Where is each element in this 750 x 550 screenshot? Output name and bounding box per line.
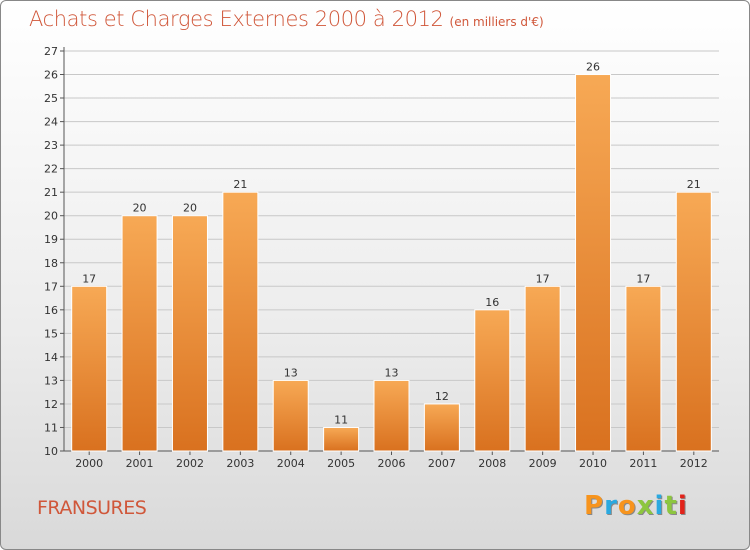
y-tick-label: 27 bbox=[44, 45, 58, 58]
commune-name: FRANSURES bbox=[37, 497, 147, 519]
bar-2001 bbox=[121, 215, 158, 452]
bar-value-label: 21 bbox=[233, 178, 247, 191]
bar-value-label: 17 bbox=[536, 272, 550, 285]
x-tick-label: 2008 bbox=[478, 457, 506, 470]
y-tick-label: 26 bbox=[44, 69, 58, 82]
bar-2006 bbox=[373, 379, 410, 452]
y-tick-label: 22 bbox=[44, 163, 58, 176]
y-tick-label: 20 bbox=[44, 210, 58, 223]
bar-value-label: 17 bbox=[82, 272, 96, 285]
bar-2000 bbox=[71, 285, 108, 452]
logo-letter: x bbox=[636, 491, 655, 521]
x-tick-label: 2003 bbox=[226, 457, 254, 470]
x-tick-label: 2011 bbox=[629, 457, 657, 470]
y-tick-label: 21 bbox=[44, 186, 58, 199]
bar-2010 bbox=[575, 74, 612, 452]
bar-value-label: 17 bbox=[636, 272, 650, 285]
logo-letter: o bbox=[617, 491, 637, 521]
bar-2009 bbox=[524, 285, 561, 452]
chart-title: Achats et Charges Externes 2000 à 2012 (e… bbox=[29, 7, 544, 31]
y-tick-label: 17 bbox=[44, 280, 58, 293]
y-tick-label: 13 bbox=[44, 374, 58, 387]
x-tick-label: 2012 bbox=[680, 457, 708, 470]
y-tick-label: 10 bbox=[44, 445, 58, 458]
x-tick-label: 2010 bbox=[579, 457, 607, 470]
logo-letter: i bbox=[654, 491, 665, 521]
chart-unit: (en milliers d'€) bbox=[449, 15, 544, 29]
bar-2008 bbox=[474, 309, 511, 452]
y-tick-label: 24 bbox=[44, 116, 58, 129]
x-tick-label: 2002 bbox=[176, 457, 204, 470]
y-tick-label: 12 bbox=[44, 398, 58, 411]
bar-value-label: 13 bbox=[385, 366, 399, 379]
chart-title-text: Achats et Charges Externes 2000 à 2012 bbox=[29, 7, 444, 31]
x-tick-label: 2007 bbox=[428, 457, 456, 470]
bar-2002 bbox=[171, 215, 208, 452]
y-tick-label: 18 bbox=[44, 257, 58, 270]
bar-value-label: 16 bbox=[485, 296, 499, 309]
logo-letter: i bbox=[677, 491, 688, 521]
bar-value-label: 26 bbox=[586, 61, 600, 74]
proxiti-logo: Proxiti bbox=[584, 491, 688, 521]
y-tick-label: 16 bbox=[44, 304, 58, 317]
x-tick-label: 2005 bbox=[327, 457, 355, 470]
logo-letter: t bbox=[664, 491, 678, 521]
bar-value-label: 20 bbox=[183, 202, 197, 215]
bar-value-label: 12 bbox=[435, 390, 449, 403]
x-tick-label: 2006 bbox=[378, 457, 406, 470]
bar-value-label: 20 bbox=[133, 202, 147, 215]
logo-letter: r bbox=[604, 491, 618, 521]
bar-2003 bbox=[222, 191, 259, 452]
x-tick-label: 2001 bbox=[126, 457, 154, 470]
bar-2005 bbox=[323, 426, 360, 452]
logo-letter: P bbox=[584, 491, 605, 521]
bar-2012 bbox=[675, 191, 712, 452]
bar-2011 bbox=[625, 285, 662, 452]
y-tick-label: 14 bbox=[44, 351, 58, 364]
x-tick-label: 2009 bbox=[529, 457, 557, 470]
y-tick-label: 25 bbox=[44, 92, 58, 105]
bar-value-label: 13 bbox=[284, 366, 298, 379]
y-tick-label: 23 bbox=[44, 139, 58, 152]
x-tick-label: 2000 bbox=[75, 457, 103, 470]
y-tick-label: 15 bbox=[44, 327, 58, 340]
bar-2004 bbox=[272, 379, 309, 452]
bars bbox=[71, 74, 712, 452]
bar-value-label: 11 bbox=[334, 413, 348, 426]
y-tick-label: 11 bbox=[44, 421, 58, 434]
bar-2007 bbox=[423, 403, 460, 452]
labels: 17 2000 20 2001 20 2002 21 2003 13 2004 11 2005 13 20… bbox=[75, 61, 708, 470]
bar-value-label: 21 bbox=[687, 178, 701, 191]
y-tick-label: 19 bbox=[44, 233, 58, 246]
x-tick-label: 2004 bbox=[277, 457, 305, 470]
